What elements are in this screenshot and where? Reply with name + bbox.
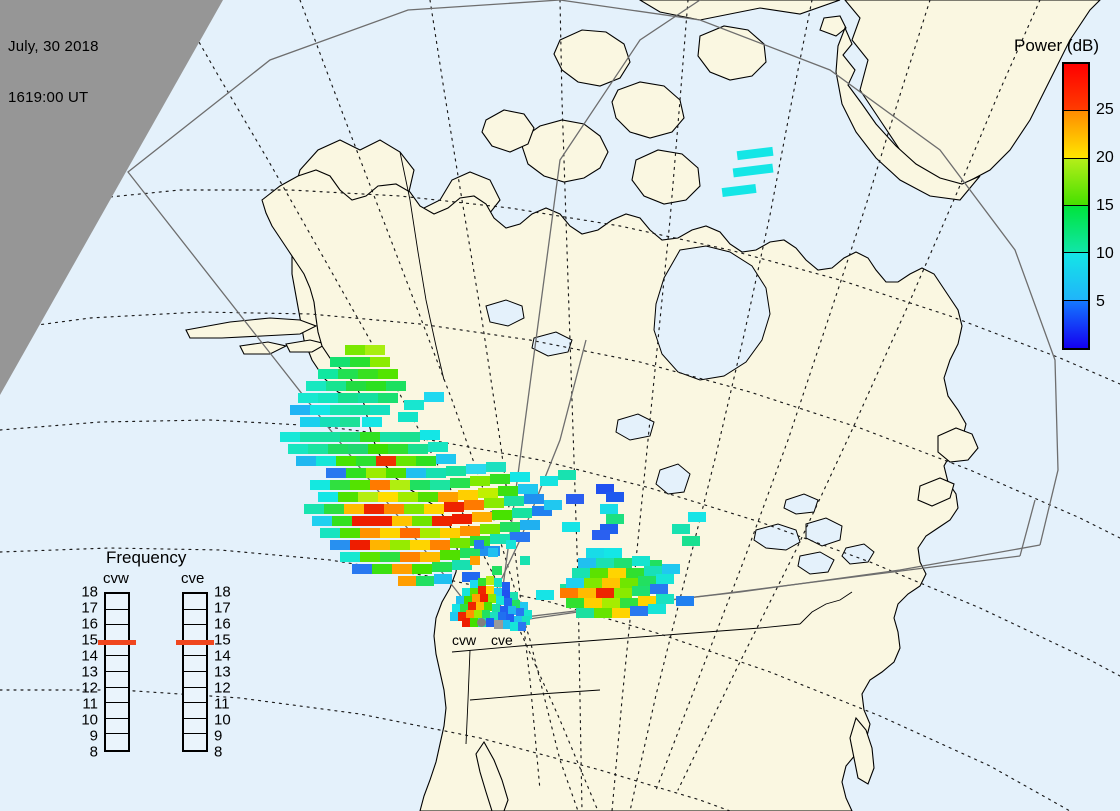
- colorbar-tick-15: 15: [1096, 197, 1114, 214]
- radar-site-label-cvw: cvw: [452, 632, 477, 648]
- gauge-track-cve: [182, 592, 208, 752]
- gauge-tick: 10: [81, 711, 98, 729]
- radar-site-marker-cve[interactable]: [494, 620, 503, 629]
- gauge-label-cvw: cvw: [103, 570, 129, 587]
- gauge-tick: 14: [81, 647, 98, 665]
- gauge-tick: 13: [81, 663, 98, 681]
- colorbar-segment: [1064, 205, 1088, 254]
- gauge-tick: 11: [82, 695, 98, 713]
- landmasses: [185, 0, 1101, 811]
- colorbar-tick-10: 10: [1096, 245, 1114, 262]
- gauge-tick: 8: [89, 743, 98, 761]
- gauge-track-cvw: [104, 592, 130, 752]
- political-borders: [399, 151, 853, 745]
- gauge-tick: 16: [81, 615, 98, 633]
- outside-projection-wedge: [0, 0, 223, 395]
- gauge-tick: 9: [89, 727, 98, 745]
- colorbar-segment: [1064, 64, 1088, 112]
- gauge-tick: 17: [214, 599, 231, 617]
- colorbar-title: Power (dB): [1014, 36, 1100, 55]
- colorbar-gradient: [1062, 62, 1090, 350]
- colorbar-tick-25: 25: [1096, 101, 1114, 118]
- colorbar-segment: [1064, 111, 1088, 159]
- timestamp: July, 30 2018 1619:00 UT: [8, 4, 99, 140]
- timestamp-date: July, 30 2018: [8, 38, 99, 55]
- gauge-value-marker-cve: [176, 640, 214, 645]
- radar-site-label-cve: cve: [491, 632, 513, 648]
- gauge-tick: 12: [81, 679, 98, 697]
- colorbar-segment: [1064, 158, 1088, 206]
- gauge-label-cve: cve: [181, 570, 205, 587]
- gauge-value-marker-cvw: [98, 640, 136, 645]
- gauge-tick: 15: [214, 631, 231, 649]
- colorbar-tick-20: 20: [1096, 149, 1114, 166]
- colorbar-segment: [1064, 253, 1088, 301]
- gauge-tick: 8: [214, 743, 223, 761]
- colorbar-segment: [1064, 300, 1088, 348]
- frequency-title: Frequency: [106, 548, 187, 567]
- timestamp-time: 1619:00 UT: [8, 89, 89, 106]
- gauge-tick: 16: [214, 615, 231, 633]
- radar-site-marker-cvw[interactable]: [477, 618, 486, 627]
- gauge-tick: 15: [81, 631, 98, 649]
- gauge-tick: 9: [214, 727, 223, 745]
- gauge-tick: 13: [214, 663, 231, 681]
- gauge-tick: 10: [214, 711, 231, 729]
- gauge-tick: 18: [214, 583, 231, 601]
- gauge-tick: 14: [214, 647, 231, 665]
- gauge-tick: 17: [81, 599, 98, 617]
- gauge-tick: 18: [81, 583, 98, 601]
- gauge-tick: 12: [214, 679, 231, 697]
- gauge-tick: 11: [214, 695, 230, 713]
- inland-water: [485, 245, 875, 575]
- colorbar-tick-5: 5: [1096, 293, 1105, 310]
